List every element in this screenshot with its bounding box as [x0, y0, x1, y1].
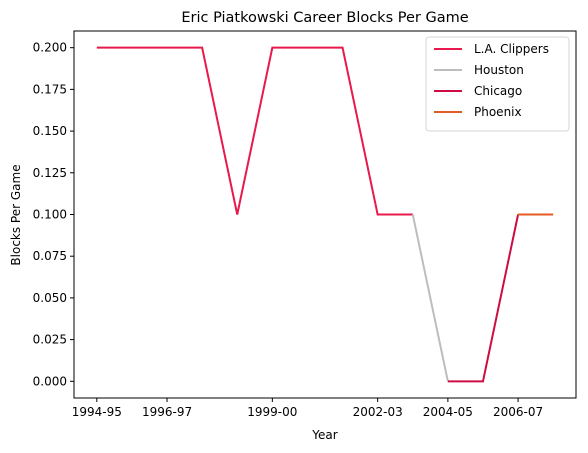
series-line-0 [96, 46, 413, 216]
x-tick-label: 1999-00 [247, 405, 297, 419]
x-tick-label: 1996-97 [142, 405, 192, 419]
y-tick-label: 0.150 [33, 124, 67, 138]
legend: L.A. Clippers Houston Chicago Phoenix [425, 36, 570, 132]
x-tick-label: 2002-03 [353, 405, 403, 419]
y-tick-label: 0.175 [33, 82, 67, 96]
x-tick-label: 2006-07 [493, 405, 543, 419]
y-tick-label: 0.025 [33, 333, 67, 347]
x-tick-label: 2004-05 [423, 405, 473, 419]
legend-label-0: L.A. Clippers [474, 42, 549, 56]
series-line-1 [411, 214, 449, 382]
x-axis-ticks: 1994-95 1996-97 1999-00 2002-03 2004-05 2006-… [72, 398, 543, 419]
y-axis-ticks: 0.000 0.025 0.050 0.075 0.100 0.125 0.150 0.175… [33, 41, 74, 388]
legend-box [425, 36, 570, 132]
x-tick-label: 1994-95 [72, 405, 122, 419]
y-tick-label: 0.200 [33, 41, 67, 55]
y-tick-label: 0.000 [33, 374, 67, 388]
legend-label-2: Chicago [474, 84, 522, 98]
legend-label-3: Phoenix [474, 105, 522, 119]
y-tick-label: 0.050 [33, 291, 67, 305]
y-axis-label: Blocks Per Game [9, 164, 23, 265]
legend-label-1: Houston [474, 63, 524, 77]
y-tick-label: 0.100 [33, 208, 67, 222]
chart-title: Eric Piatkowski Career Blocks Per Game [181, 10, 468, 26]
x-axis-label: Year [311, 428, 337, 442]
y-tick-label: 0.125 [33, 166, 67, 180]
y-tick-label: 0.075 [33, 249, 67, 263]
series-line-2 [447, 214, 520, 383]
